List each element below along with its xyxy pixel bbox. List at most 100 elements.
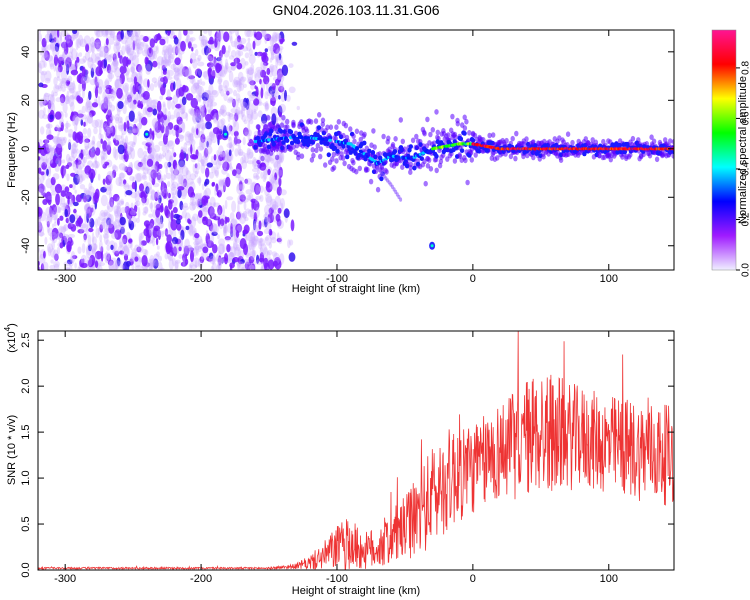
heatmap-cell [46, 123, 50, 129]
heatmap-cell [142, 248, 148, 255]
heatmap-cell [241, 213, 245, 218]
heatmap-cell [267, 45, 275, 51]
heatmap-cell [495, 155, 500, 161]
heatmap-cell [99, 61, 103, 68]
heatmap-cell [360, 150, 364, 154]
heatmap-cell [123, 253, 129, 261]
heatmap-cell [128, 217, 132, 224]
heatmap-cell [314, 147, 319, 154]
heatmap-cell [62, 233, 69, 239]
heatmap-cell [114, 78, 122, 90]
y-tick-label: 40 [20, 46, 32, 58]
heatmap-cell [56, 246, 61, 255]
heatmap-cell [450, 113, 455, 120]
heatmap-cell [234, 112, 239, 122]
heatmap-cell [273, 35, 278, 44]
heatmap-cell [242, 83, 247, 89]
heatmap-cell [65, 153, 71, 163]
heatmap-cell [137, 256, 143, 263]
heatmap-cell [288, 86, 296, 94]
heatmap-cell [268, 179, 274, 191]
heatmap-cell [255, 66, 263, 74]
heatmap-cell [226, 196, 234, 201]
heatmap-cell [214, 186, 217, 196]
heatmap-cell [138, 69, 143, 81]
heatmap-cell [38, 225, 45, 237]
heatmap-cell [212, 244, 218, 254]
heatmap-cell [241, 106, 245, 118]
heatmap-cell [114, 78, 123, 90]
heatmap-cell [210, 222, 218, 235]
heatmap-cell [75, 174, 83, 179]
heatmap-cell [74, 262, 77, 269]
heatmap-cell [202, 71, 208, 78]
heatmap-cell [228, 136, 231, 141]
heatmap-cell [94, 161, 98, 169]
heatmap-cell [72, 160, 76, 171]
heatmap-cell [232, 169, 237, 177]
heatmap-cell [158, 255, 162, 262]
heatmap-cell [64, 95, 71, 105]
heatmap-cell [95, 147, 101, 156]
heatmap-cell [220, 104, 227, 114]
heatmap-cell [452, 158, 458, 164]
heatmap-cell [59, 232, 63, 239]
heatmap-cell [390, 157, 395, 162]
heatmap-cell [124, 201, 130, 214]
heatmap-cell [99, 246, 104, 252]
heatmap-cell [232, 98, 236, 108]
heatmap-cell [113, 58, 119, 71]
heatmap-cell [273, 160, 281, 171]
heatmap-cell [127, 129, 133, 136]
heatmap-cell [253, 235, 259, 242]
heatmap-cell [372, 144, 377, 150]
snr-series-line [38, 331, 674, 570]
heatmap-cell [262, 174, 267, 183]
heatmap-cell [46, 153, 49, 164]
heatmap-cell [102, 30, 109, 36]
heatmap-cell [277, 207, 282, 214]
heatmap-cell [190, 216, 197, 228]
heatmap-cell [65, 32, 71, 44]
heatmap-cell [121, 83, 125, 91]
heatmap-cell [65, 217, 70, 224]
heatmap-cell [112, 193, 120, 202]
heatmap-cell [116, 257, 121, 267]
heatmap-cell [142, 206, 149, 214]
heatmap-cell [112, 164, 117, 171]
heatmap-cell [73, 114, 79, 125]
heatmap-cell [210, 102, 213, 113]
heatmap-cell [203, 104, 206, 116]
heatmap-cell [129, 175, 135, 181]
heatmap-cell [190, 250, 194, 263]
heatmap-cell [119, 78, 122, 83]
heatmap-cell [120, 200, 125, 205]
heatmap-cell [334, 158, 339, 164]
heatmap-cell [195, 248, 199, 256]
heatmap-cell [195, 128, 199, 136]
heatmap-cell [219, 105, 225, 116]
heatmap-cell [234, 57, 238, 68]
heatmap-cell [159, 95, 164, 101]
heatmap-cell [89, 218, 95, 228]
heatmap-cell [654, 156, 660, 163]
heatmap-cell [38, 177, 42, 188]
heatmap-cell [167, 47, 172, 59]
heatmap-cell [166, 44, 173, 56]
heatmap-cell [371, 128, 376, 134]
snr-panel: -300 -200 -100 0 100 0.00.51.01.52.02.5 Heig… [3, 323, 675, 597]
heatmap-cell [132, 99, 137, 105]
heatmap-cell [217, 119, 225, 132]
heatmap-cell [54, 126, 59, 132]
heatmap-cell [229, 30, 235, 34]
heatmap-cell [117, 51, 121, 59]
heatmap-cell [263, 33, 271, 39]
heatmap-cell [216, 153, 220, 162]
heatmap-cell [541, 153, 546, 160]
heatmap-cell [247, 90, 252, 97]
heatmap-cell [226, 152, 234, 162]
heatmap-cell [254, 198, 259, 205]
heatmap-cell [61, 86, 66, 92]
heatmap-cell [275, 123, 280, 129]
heatmap-cell [146, 158, 154, 167]
